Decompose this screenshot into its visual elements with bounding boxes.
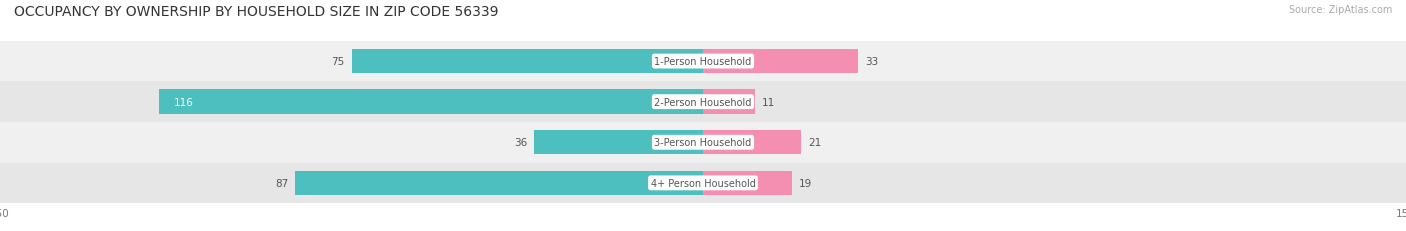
Bar bbox=[534, 131, 703, 155]
Text: 116: 116 bbox=[173, 97, 193, 107]
Text: 19: 19 bbox=[799, 178, 813, 188]
Text: 3-Person Household: 3-Person Household bbox=[654, 138, 752, 148]
Text: 33: 33 bbox=[865, 57, 877, 67]
Bar bbox=[0, 163, 1406, 203]
Text: 11: 11 bbox=[762, 97, 775, 107]
Text: 75: 75 bbox=[332, 57, 344, 67]
Bar bbox=[352, 50, 703, 74]
Text: 87: 87 bbox=[276, 178, 288, 188]
Bar bbox=[295, 171, 703, 195]
Text: 4+ Person Household: 4+ Person Household bbox=[651, 178, 755, 188]
Bar bbox=[0, 82, 1406, 122]
Bar bbox=[0, 42, 1406, 82]
Bar bbox=[159, 90, 703, 114]
Text: OCCUPANCY BY OWNERSHIP BY HOUSEHOLD SIZE IN ZIP CODE 56339: OCCUPANCY BY OWNERSHIP BY HOUSEHOLD SIZE… bbox=[14, 5, 499, 18]
Bar bbox=[703, 171, 792, 195]
Text: 21: 21 bbox=[808, 138, 821, 148]
Bar bbox=[703, 90, 755, 114]
Text: 1-Person Household: 1-Person Household bbox=[654, 57, 752, 67]
Bar bbox=[703, 131, 801, 155]
Bar bbox=[703, 50, 858, 74]
Bar bbox=[0, 122, 1406, 163]
Text: 2-Person Household: 2-Person Household bbox=[654, 97, 752, 107]
Text: 36: 36 bbox=[515, 138, 527, 148]
Text: Source: ZipAtlas.com: Source: ZipAtlas.com bbox=[1288, 5, 1392, 15]
